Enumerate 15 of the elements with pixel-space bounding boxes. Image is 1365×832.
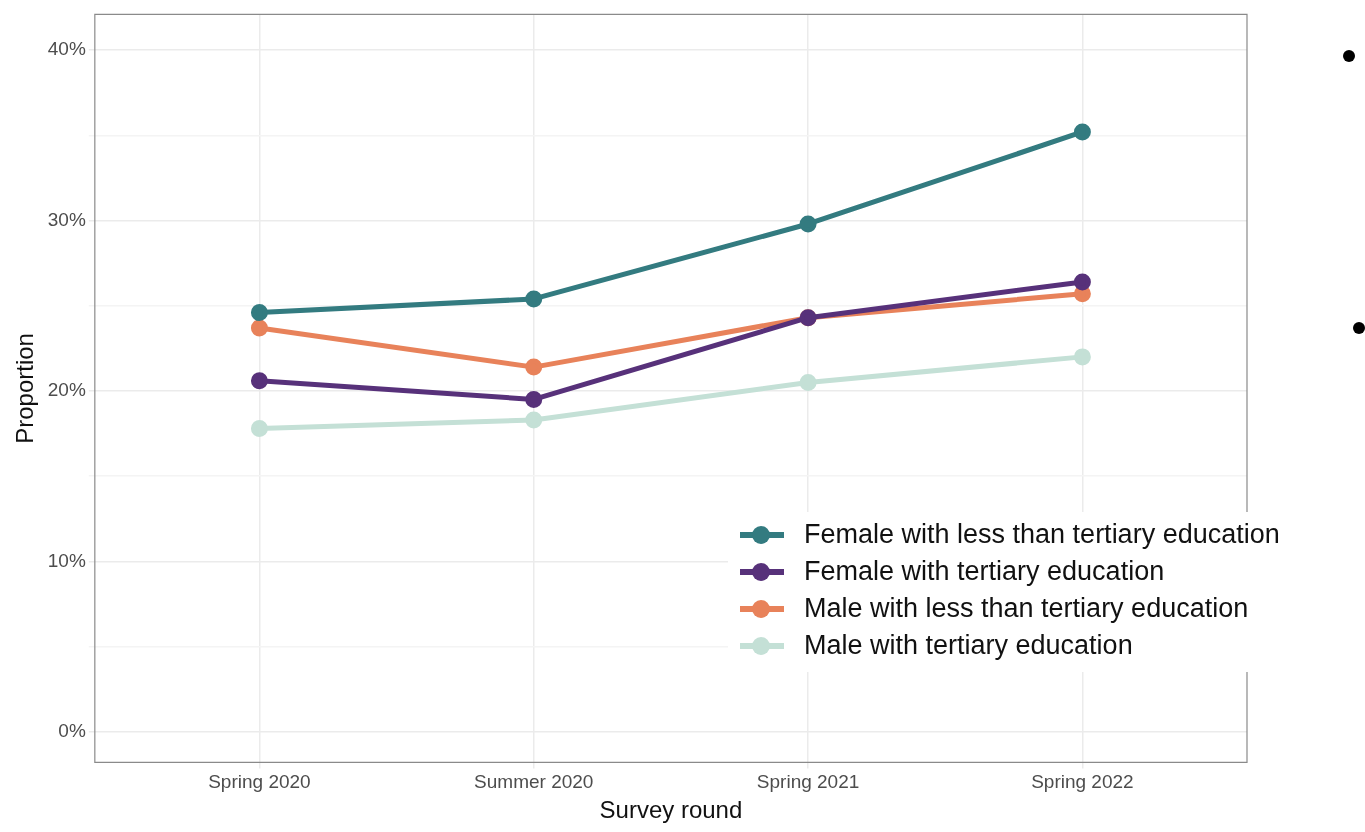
legend-label: Female with less than tertiary education xyxy=(804,519,1280,550)
y-tick-label: 10% xyxy=(47,549,86,571)
y-axis-title: Proportion xyxy=(11,333,39,444)
legend-label: Female with tertiary education xyxy=(804,556,1165,587)
x-tick-label: Spring 2021 xyxy=(756,771,860,793)
y-tick-label: 20% xyxy=(47,379,86,401)
y-tick-label: 30% xyxy=(47,208,86,230)
x-tick-label: Spring 2020 xyxy=(208,771,311,793)
x-tick-label: Spring 2022 xyxy=(1031,771,1134,793)
legend-label: Male with tertiary education xyxy=(804,630,1133,661)
x-axis-title: Survey round xyxy=(599,796,743,824)
x-tick-label: Summer 2020 xyxy=(474,771,594,793)
legend-label: Male with less than tertiary education xyxy=(804,593,1249,624)
y-tick-label: 40% xyxy=(47,38,86,60)
y-tick-label: 0% xyxy=(58,719,86,741)
